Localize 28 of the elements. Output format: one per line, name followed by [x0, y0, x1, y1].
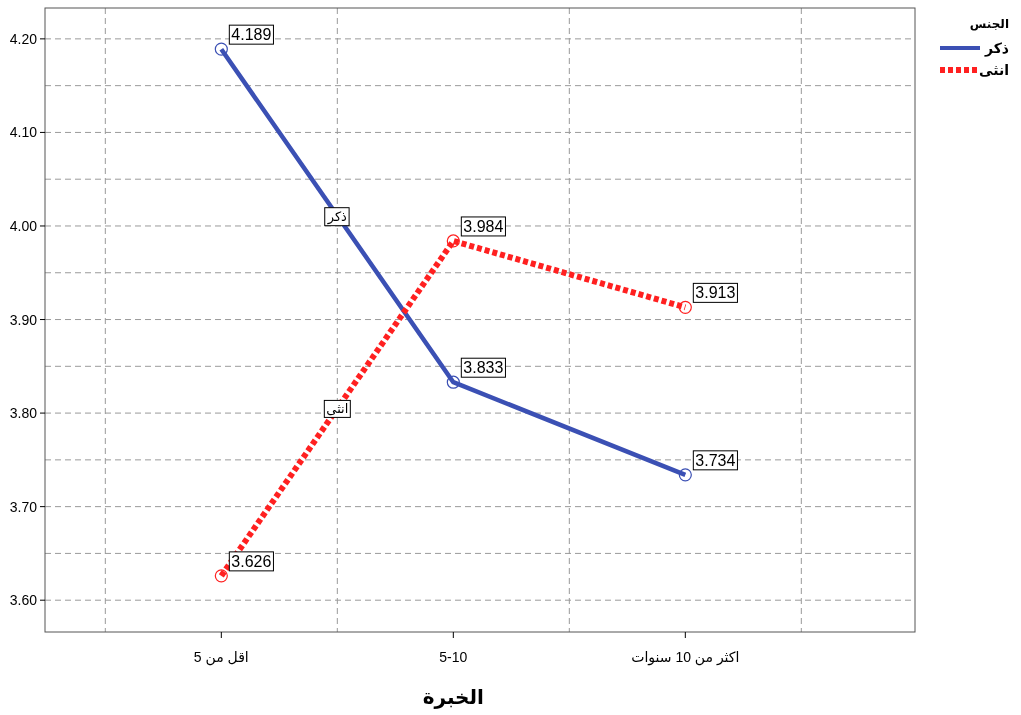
point: [678, 300, 692, 314]
legend-label: ذكر: [983, 40, 1009, 57]
y-tick-label: 3.60: [9, 592, 38, 609]
point: [214, 42, 228, 56]
x-tick-label: اقل من 5: [193, 649, 249, 666]
label: 4.189: [228, 24, 274, 45]
y-tick-label: 4.10: [9, 124, 38, 141]
label: 3.833: [460, 357, 506, 378]
y-tick-label: 3.80: [9, 405, 38, 422]
point: [446, 375, 460, 389]
legend-title: الجنس: [969, 17, 1009, 31]
x-tick-label: اكثر من 10 سنوات: [631, 649, 740, 666]
label: 3.626: [228, 551, 274, 572]
label: انثى: [323, 399, 351, 418]
x-tick-label: 5-10: [439, 649, 468, 665]
label: 3.984: [460, 216, 506, 237]
legend-label: انثى: [979, 62, 1009, 78]
label: 3.734: [692, 450, 738, 471]
y-tick-label: 4.20: [9, 30, 38, 47]
label: 3.913: [692, 282, 738, 303]
point: [214, 569, 228, 583]
point: [678, 468, 692, 482]
label: ذكر: [324, 207, 350, 227]
x-axis-title: الخبرة: [422, 686, 484, 709]
y-tick-label: 3.70: [9, 498, 38, 515]
y-tick-label: 4.00: [9, 217, 38, 234]
y-tick-label: 3.90: [9, 311, 38, 328]
point: [446, 234, 460, 248]
